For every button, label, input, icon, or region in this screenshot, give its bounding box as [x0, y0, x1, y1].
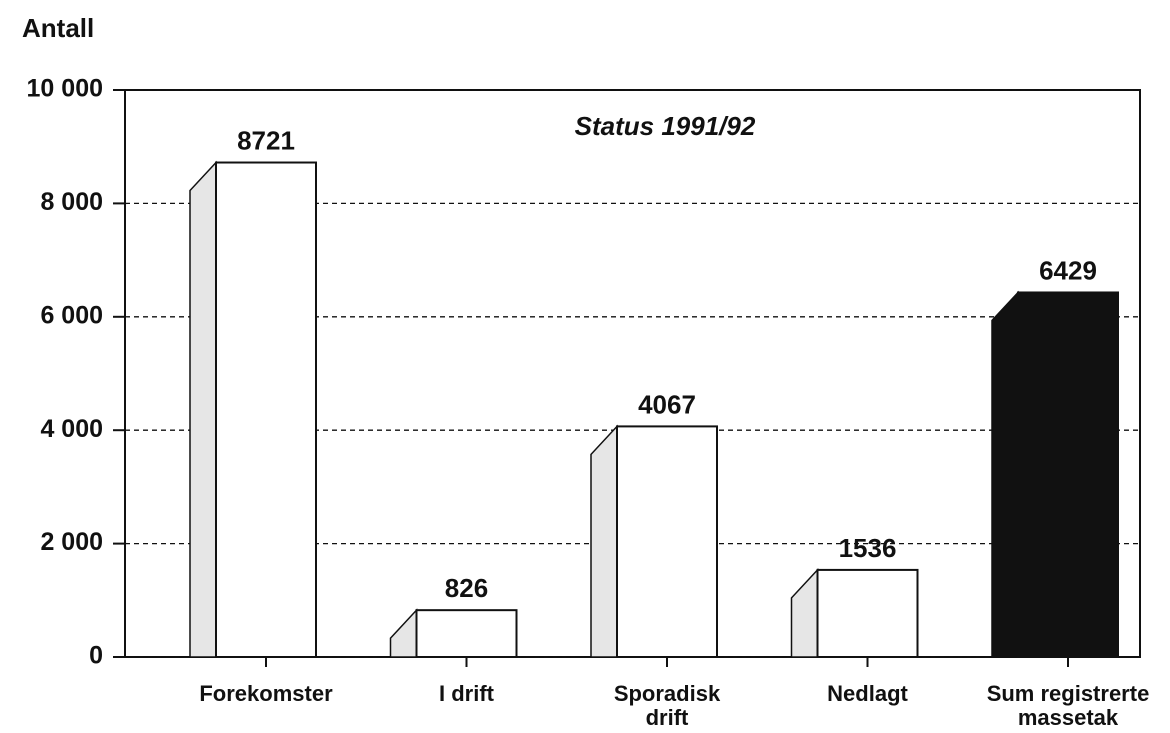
x-tick-label-line: I drift	[439, 681, 495, 706]
y-tick-label: 4 000	[40, 415, 103, 443]
y-tick-label: 0	[89, 642, 103, 670]
bar	[215, 161, 317, 659]
x-tick-label: Sporadisk drift	[614, 681, 721, 730]
bar	[1017, 291, 1119, 658]
value-label: 4067	[638, 389, 696, 419]
value-label: 6429	[1039, 255, 1097, 285]
y-axis-label: Antall	[22, 13, 94, 43]
bar	[415, 609, 518, 658]
value-label: 826	[445, 573, 488, 603]
x-tick-label-line: Forekomster	[199, 681, 333, 706]
bar-side	[790, 567, 819, 658]
y-tick-label: 6 000	[40, 301, 103, 329]
bar-side	[590, 424, 618, 658]
y-tick-label: 10 000	[27, 75, 103, 103]
value-label: 1536	[839, 533, 897, 563]
bar	[616, 425, 718, 658]
bar-side	[991, 290, 1019, 658]
y-tick-label: 2 000	[40, 528, 103, 556]
x-tick-label-line: Sum registrerte	[987, 681, 1150, 706]
x-tick-label-line: massetak	[1018, 705, 1119, 730]
x-tick-label: I drift	[439, 681, 495, 706]
x-tick-label-line: drift	[646, 705, 689, 730]
x-tick-label: Forekomster	[199, 681, 333, 706]
x-tick-label: Sum registrerte massetak	[987, 681, 1150, 730]
value-label: 8721	[237, 125, 295, 155]
x-tick-label: Nedlagt	[827, 681, 908, 706]
x-tick-label-line: Sporadisk	[614, 681, 721, 706]
bar-side	[189, 160, 217, 658]
bar-side	[389, 608, 418, 658]
y-tick-label: 8 000	[40, 188, 103, 216]
chart-title: Status 1991/92	[575, 111, 756, 141]
x-tick-label-line: Nedlagt	[827, 681, 908, 706]
bar	[816, 568, 919, 659]
